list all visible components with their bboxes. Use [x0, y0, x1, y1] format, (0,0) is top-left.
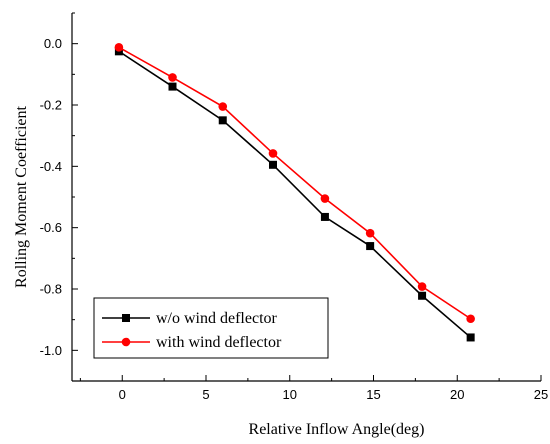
x-tick-label: 5	[202, 387, 209, 402]
data-point	[268, 149, 278, 158]
data-point	[168, 73, 177, 82]
data-point	[418, 291, 427, 300]
x-axis: 0 5 10 15 20 25	[79, 375, 548, 402]
legend-box	[93, 297, 329, 359]
legend-swatch-marker	[121, 337, 131, 347]
x-tick-label: 20	[450, 387, 464, 402]
data-point	[114, 43, 124, 52]
x-tick-label: 0	[119, 387, 126, 402]
y-axis: 0.0 -0.2 -0.4 -0.6 -0.8 -1.0	[40, 12, 78, 382]
x-tick-label: 15	[366, 387, 380, 402]
y-axis-title: Rolling Moment Coefficient	[13, 105, 30, 287]
legend-item: with wind deflector	[102, 334, 282, 351]
data-point	[218, 116, 227, 125]
series-with-deflector	[114, 43, 475, 324]
series-line	[118, 46, 472, 320]
y-tick-label: -0.8	[40, 282, 62, 297]
legend-label: w/o wind deflector	[156, 310, 278, 327]
legend-label: with wind deflector	[156, 334, 282, 351]
data-point	[168, 82, 177, 91]
legend-swatch-marker	[122, 314, 130, 322]
data-point	[218, 102, 228, 111]
data-point	[269, 160, 277, 169]
data-point	[320, 194, 330, 203]
y-tick-label: -1.0	[40, 343, 62, 358]
y-tick-label: -0.6	[40, 220, 62, 235]
data-point	[417, 282, 427, 291]
series-without-deflector	[114, 47, 475, 342]
series-layer	[114, 43, 475, 342]
data-point	[466, 314, 475, 324]
x-tick-label: 10	[283, 387, 297, 402]
legend: w/o wind deflector with wind deflector	[93, 297, 329, 359]
legend-item: w/o wind deflector	[102, 310, 278, 327]
data-point	[366, 242, 375, 251]
y-tick-label: -0.2	[40, 98, 62, 113]
y-tick-label: -0.4	[40, 159, 62, 174]
data-point	[466, 333, 475, 342]
x-tick-label: 25	[534, 387, 548, 402]
x-axis-title: Relative Inflow Angle(deg)	[249, 421, 425, 438]
data-point	[320, 212, 329, 221]
y-tick-label: 0.0	[44, 36, 62, 51]
data-point	[365, 228, 375, 238]
series-line	[118, 50, 472, 339]
